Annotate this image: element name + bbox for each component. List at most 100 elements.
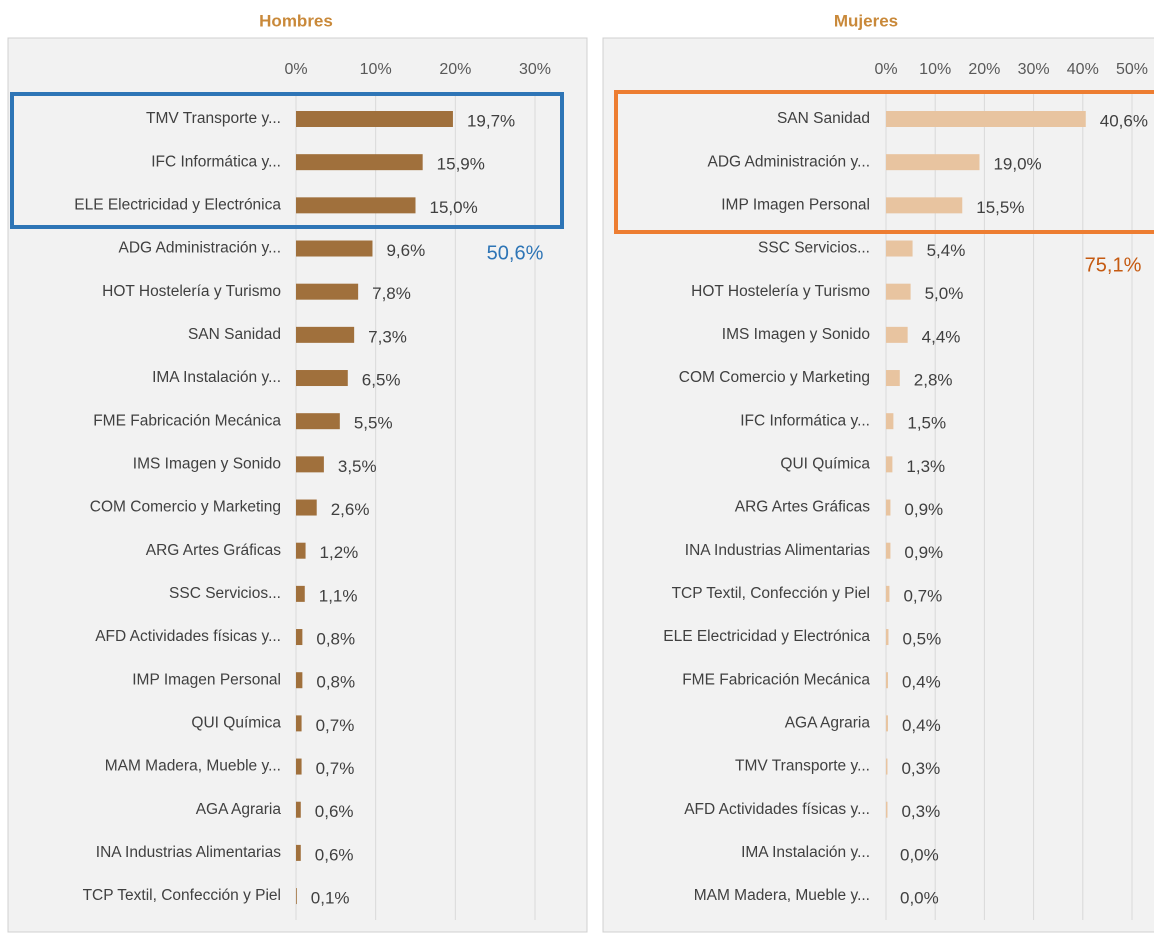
x-tick-label: 10% [360, 61, 392, 78]
category-label: ADG Administración y... [118, 240, 281, 257]
value-label: 1,2% [320, 543, 359, 562]
value-label: 0,9% [904, 543, 943, 562]
bar [296, 154, 423, 171]
highlight-box [10, 92, 564, 229]
category-label: SAN Sanidad [188, 326, 281, 343]
x-tick-label: 10% [919, 61, 951, 78]
category-label: ARG Artes Gráficas [735, 499, 870, 516]
value-label: 0,7% [316, 759, 355, 778]
bar [886, 715, 888, 732]
category-label: MAM Madera, Mueble y... [694, 887, 870, 904]
value-label: 5,5% [354, 414, 393, 433]
bar [886, 801, 888, 818]
bar [296, 801, 301, 818]
bar [296, 499, 317, 516]
value-label: 0,8% [316, 630, 355, 649]
value-label: 19,7% [467, 111, 515, 130]
bar [296, 456, 324, 473]
category-label: IMA Instalación y... [152, 369, 281, 386]
x-tick-label: 20% [439, 61, 471, 78]
bar [886, 283, 911, 300]
value-label: 9,6% [386, 241, 425, 260]
category-label: QUI Química [780, 455, 870, 472]
bar [296, 715, 302, 732]
value-label: 0,3% [901, 759, 940, 778]
category-label: IMP Imagen Personal [721, 196, 870, 213]
value-label: 0,1% [311, 889, 350, 908]
value-label: 7,8% [372, 284, 411, 303]
value-label: 7,3% [368, 327, 407, 346]
value-label: 5,4% [927, 241, 966, 260]
value-label: 40,6% [1100, 111, 1148, 130]
bar [296, 283, 359, 300]
category-label: COM Comercio y Marketing [679, 369, 870, 386]
value-label: 0,7% [316, 716, 355, 735]
panel [7, 37, 588, 933]
bar [296, 888, 297, 905]
category-label: SSC Servicios... [758, 240, 870, 257]
category-label: FME Fabricación Mecánica [93, 412, 281, 429]
value-label: 0,0% [900, 889, 939, 908]
bar [886, 370, 900, 387]
category-label: ELE Electricidad y Electrónica [74, 196, 281, 213]
x-tick-label: 0% [284, 61, 307, 78]
bar [296, 240, 373, 257]
bar [886, 154, 980, 171]
value-label: 0,8% [316, 673, 355, 692]
category-label: IMS Imagen y Sonido [722, 326, 870, 343]
bar [296, 542, 306, 559]
category-label: AGA Agraria [196, 801, 282, 818]
bar [886, 456, 893, 473]
bar [296, 672, 303, 689]
value-label: 1,3% [906, 457, 945, 476]
bar [296, 326, 355, 343]
category-label: IFC Informática y... [151, 153, 281, 170]
category-label: HOT Hostelería y Turismo [691, 283, 870, 300]
x-tick-label: 50% [1116, 61, 1148, 78]
category-label: TMV Transporte y... [735, 758, 870, 775]
category-label: AFD Actividades físicas y... [684, 801, 870, 818]
category-label: AGA Agraria [785, 714, 871, 731]
panel [602, 37, 1154, 933]
value-label: 6,5% [362, 371, 401, 390]
annotation: 50,6% [487, 242, 544, 264]
category-label: MAM Madera, Mueble y... [105, 758, 281, 775]
bar [886, 499, 891, 516]
category-label: TMV Transporte y... [146, 110, 281, 127]
x-tick-label: 40% [1067, 61, 1099, 78]
category-label: TCP Textil, Confección y Piel [83, 887, 281, 904]
value-label: 15,0% [430, 198, 478, 217]
category-label: INA Industrias Alimentarias [685, 542, 870, 559]
category-label: FME Fabricación Mecánica [682, 671, 870, 688]
value-label: 15,5% [976, 198, 1024, 217]
bar [296, 197, 416, 214]
bar [296, 413, 340, 430]
category-label: IMP Imagen Personal [132, 671, 281, 688]
category-label: QUI Química [191, 714, 281, 731]
value-label: 0,6% [315, 845, 354, 864]
bar [886, 672, 888, 689]
chart-title: Mujeres [834, 11, 898, 30]
bar [296, 629, 303, 646]
bar [886, 413, 894, 430]
category-label: SAN Sanidad [777, 110, 870, 127]
value-label: 0,4% [902, 716, 941, 735]
category-label: ADG Administración y... [707, 153, 870, 170]
bar [886, 585, 890, 602]
chart-title: Hombres [259, 11, 333, 30]
bar [886, 758, 888, 775]
annotation: 75,1% [1085, 254, 1142, 276]
bar [886, 197, 963, 214]
category-label: SSC Servicios... [169, 585, 281, 602]
value-label: 1,5% [907, 414, 946, 433]
value-label: 2,6% [331, 500, 370, 519]
value-label: 0,7% [903, 586, 942, 605]
category-label: COM Comercio y Marketing [90, 499, 281, 516]
bar [886, 240, 913, 257]
value-label: 0,6% [315, 802, 354, 821]
x-tick-label: 20% [968, 61, 1000, 78]
value-label: 0,5% [902, 630, 941, 649]
category-label: HOT Hostelería y Turismo [102, 283, 281, 300]
category-label: TCP Textil, Confección y Piel [672, 585, 870, 602]
bar [296, 111, 453, 127]
